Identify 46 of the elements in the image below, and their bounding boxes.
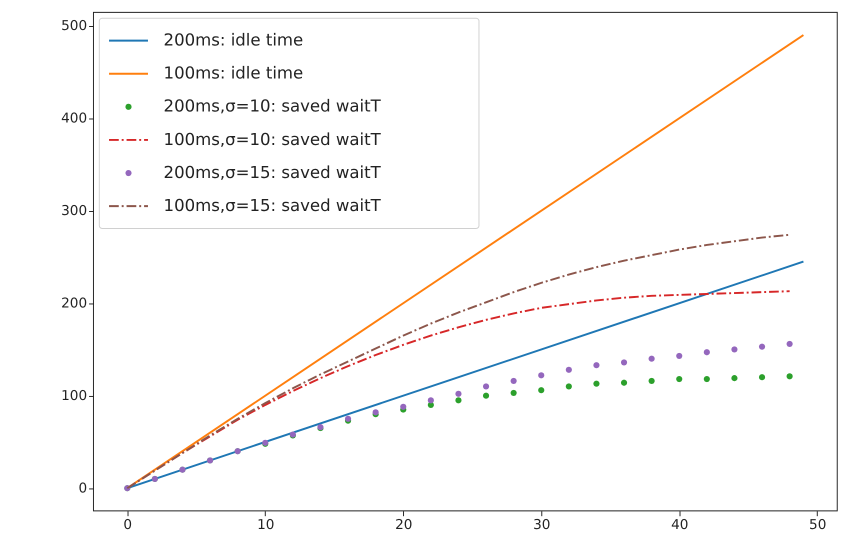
point xyxy=(538,372,544,378)
y-tick-label: 500 xyxy=(61,18,88,34)
point xyxy=(676,376,682,382)
legend-label: 200ms,σ=15: saved waitT xyxy=(164,162,382,182)
point xyxy=(648,378,655,384)
point xyxy=(482,383,490,390)
point xyxy=(482,392,490,399)
point xyxy=(510,390,517,396)
point xyxy=(455,390,462,397)
point xyxy=(758,344,766,350)
point xyxy=(566,383,572,390)
point xyxy=(648,356,655,362)
legend-label: 100ms,σ=10: saved waitT xyxy=(164,130,382,149)
point xyxy=(455,397,462,404)
point xyxy=(620,359,628,366)
y-tick-label: 200 xyxy=(61,296,88,312)
point xyxy=(786,340,793,347)
legend-label: 200ms,σ=10: saved waitT xyxy=(164,96,382,116)
y-tick-label: 400 xyxy=(61,110,88,127)
point xyxy=(620,380,628,386)
point xyxy=(731,346,738,353)
y-tick-label: 300 xyxy=(61,203,88,220)
x-tick-label: 10 xyxy=(257,516,274,533)
point xyxy=(538,387,544,394)
point xyxy=(704,349,710,356)
y-tick-label: 0 xyxy=(78,480,88,497)
point xyxy=(704,376,710,382)
y-tick-label: 100 xyxy=(61,388,88,404)
point xyxy=(400,404,406,410)
point xyxy=(428,397,434,404)
x-tick-label: 0 xyxy=(123,516,132,533)
x-tick-label: 30 xyxy=(533,516,550,533)
point xyxy=(593,362,600,368)
x-tick-label: 40 xyxy=(671,516,688,533)
legend-label: 100ms,σ=15: saved waitT xyxy=(164,196,382,215)
point xyxy=(593,380,600,387)
legend-label: 200ms: idle time xyxy=(164,30,304,50)
x-tick-label: 20 xyxy=(395,516,412,533)
legend-label: 100ms: idle time xyxy=(164,64,304,83)
point xyxy=(786,373,793,380)
point xyxy=(510,378,517,384)
point xyxy=(676,352,682,360)
x-tick-label: 50 xyxy=(809,516,826,533)
point xyxy=(731,375,738,382)
point xyxy=(566,366,572,373)
point xyxy=(758,374,766,380)
